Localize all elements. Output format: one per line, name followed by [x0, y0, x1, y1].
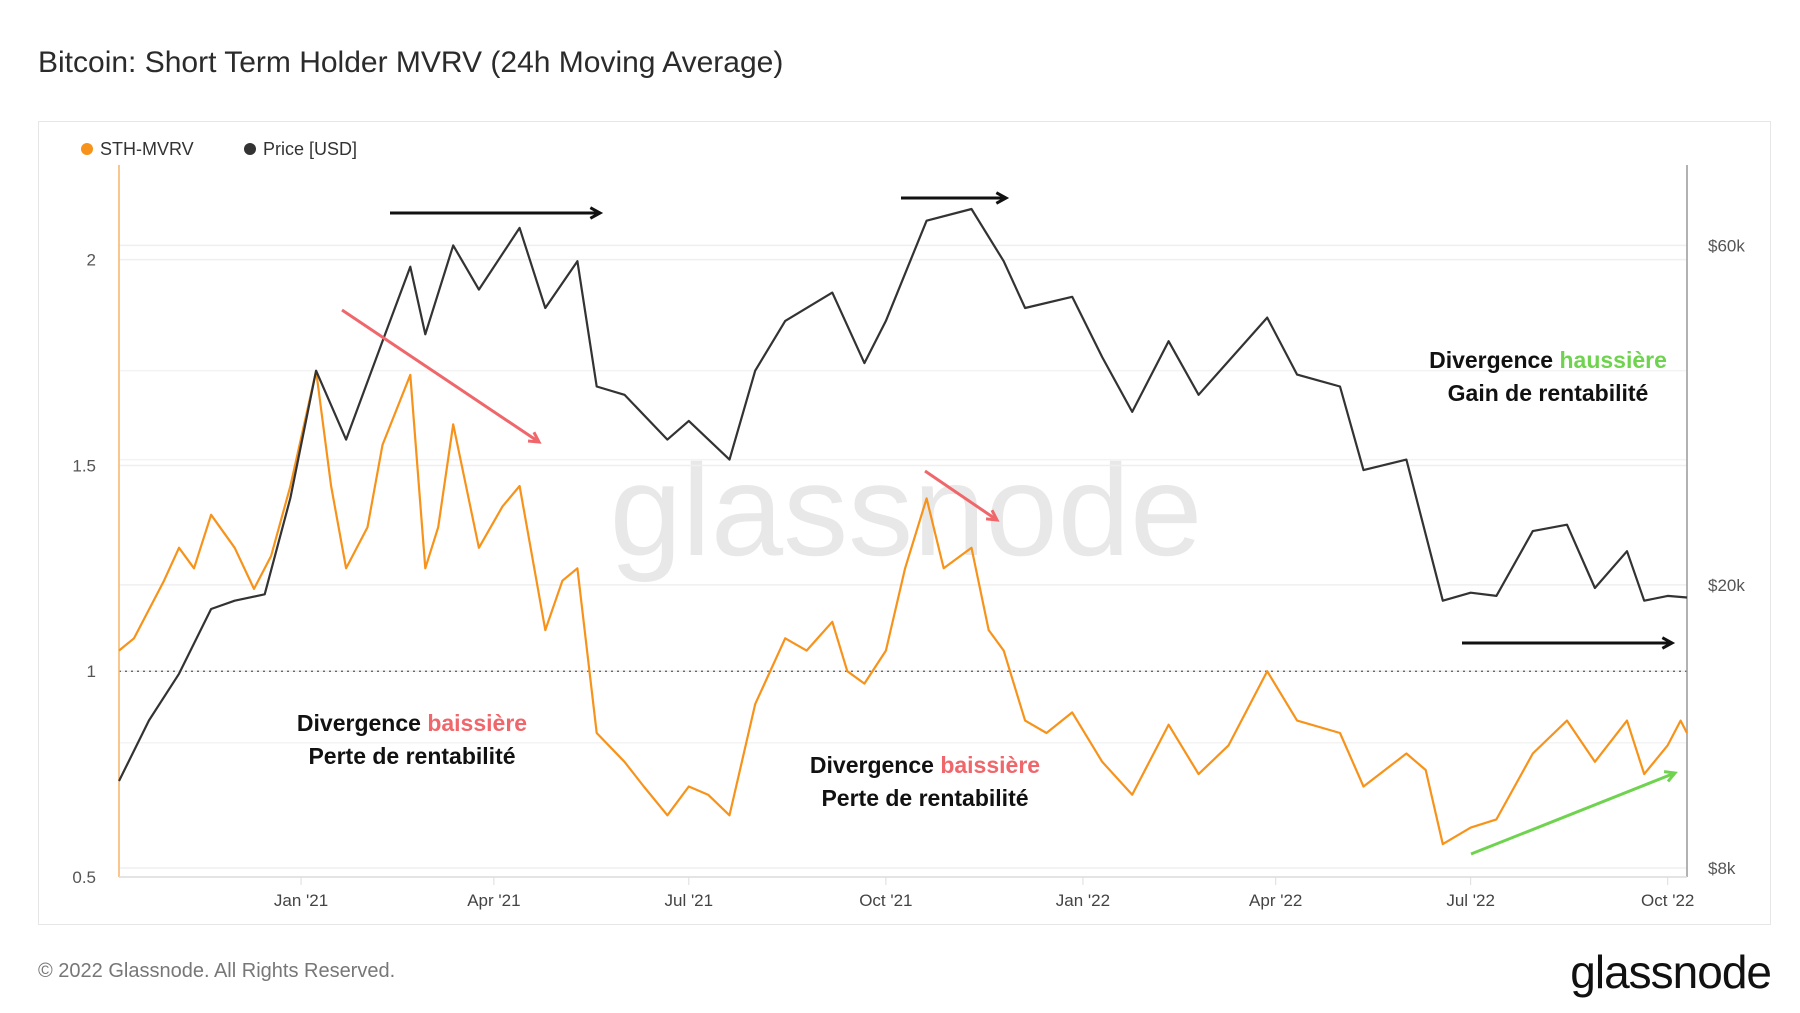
arrow-up-shaft	[1470, 771, 1676, 856]
annotation-bearish-1-line1: Divergence baissière	[297, 710, 527, 736]
arrow-flat-1-head	[589, 206, 604, 220]
x-tick-label: Jul '22	[1446, 891, 1495, 910]
arrow-flat-2	[901, 191, 1010, 205]
arrow-up-head	[1663, 770, 1678, 783]
x-tick-label: Jan '21	[274, 891, 328, 910]
y-right-tick-label: $8k	[1708, 859, 1736, 878]
y-right-tick-label: $60k	[1708, 236, 1745, 255]
arrow-down-2	[924, 469, 1000, 522]
y-left-tick-label: 1.5	[72, 456, 96, 475]
annotation-bearish-2-line2: Perte de rentabilité	[821, 785, 1028, 811]
arrow-down-1-shaft	[341, 308, 540, 444]
price-line	[118, 207, 1688, 782]
arrow-up	[1470, 770, 1678, 856]
annotation-bearish-2-line1: Divergence baissière	[810, 752, 1040, 778]
x-tick-label: Oct '22	[1641, 891, 1694, 910]
annotation-bearish-1-line2: Perte de rentabilité	[308, 743, 515, 769]
x-tick-label: Jan '22	[1056, 891, 1110, 910]
legend-label-mvrv: STH-MVRV	[100, 139, 194, 159]
chart-title: Bitcoin: Short Term Holder MVRV (24h Mov…	[38, 46, 784, 79]
arrow-flat-1	[390, 206, 604, 220]
annotation-bearish-2-highlight: baissière	[940, 752, 1040, 778]
annotation-bullish-highlight: haussière	[1560, 347, 1667, 373]
y-left-tick-label: 0.5	[72, 868, 96, 887]
legend-dot-price	[244, 143, 256, 155]
annotation-bullish-line2: Gain de rentabilité	[1448, 380, 1649, 406]
chart-frame	[38, 121, 1771, 925]
watermark: glassnode	[610, 437, 1203, 583]
annotation-bullish-line1: Divergence haussière	[1429, 347, 1667, 373]
x-tick-label: Jul '21	[664, 891, 713, 910]
x-tick-label: Oct '21	[859, 891, 912, 910]
arrow-flat-2-head	[995, 191, 1010, 205]
y-left-tick-label: 2	[87, 251, 96, 270]
x-tick-label: Apr '21	[467, 891, 520, 910]
legend-dot-mvrv	[81, 143, 93, 155]
arrow-down-1	[341, 308, 542, 444]
legend-label-price: Price [USD]	[263, 139, 357, 159]
arrow-flat-3	[1462, 636, 1676, 650]
glassnode-logo: glassnode	[1570, 946, 1772, 998]
x-tick-label: Apr '22	[1249, 891, 1302, 910]
annotation-bearish-1-highlight: baissière	[427, 710, 527, 736]
arrow-down-2-head	[985, 509, 1000, 522]
y-right-tick-label: $20k	[1708, 576, 1745, 595]
annotation-bearish-1-word: Divergence	[297, 710, 427, 736]
annotation-bullish-word: Divergence	[1429, 347, 1559, 373]
y-left-tick-label: 1	[87, 662, 96, 681]
arrow-down-1-head	[527, 431, 542, 444]
sth-mvrv-line	[118, 369, 1688, 846]
arrow-down-2-shaft	[924, 469, 998, 522]
annotation-bearish-2-word: Divergence	[810, 752, 940, 778]
arrow-flat-3-head	[1661, 636, 1676, 650]
copyright: © 2022 Glassnode. All Rights Reserved.	[38, 960, 396, 982]
